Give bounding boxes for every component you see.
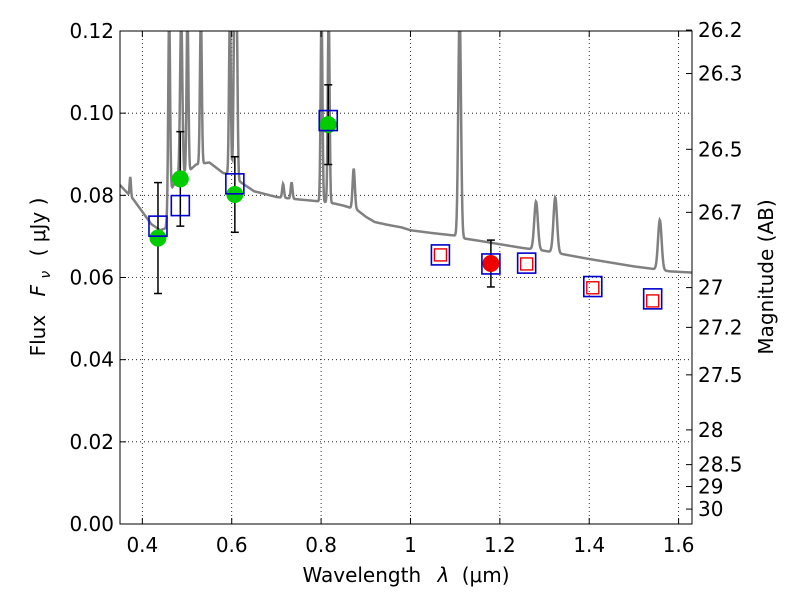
observed-green-point	[319, 116, 337, 134]
x-tick-label: 0.6	[216, 533, 248, 557]
mag-tick-label: 26.2	[698, 18, 743, 42]
mag-tick-label: 26.5	[698, 137, 743, 161]
x-tick-label: 1.4	[573, 533, 605, 557]
x-tick-label: 1.2	[484, 533, 516, 557]
mag-tick-label: 27.5	[698, 363, 743, 387]
x-axis-label-unit: (μm)	[462, 563, 510, 587]
model-blue-squares-point	[225, 173, 245, 195]
x-tick-label: 0.8	[305, 533, 337, 557]
y-tick-label: 0.08	[69, 183, 114, 207]
y-tick-label: 0.10	[69, 101, 114, 125]
observed-green-point	[171, 170, 189, 188]
y-tick-label: 0.02	[69, 430, 114, 454]
model-blue-squares-point	[582, 275, 603, 298]
mag-tick-label: 28.5	[698, 453, 743, 477]
model-spectrum-line	[120, 31, 692, 274]
x-tick-label: 1.6	[663, 533, 695, 557]
mag-tick-label: 26.7	[698, 200, 743, 224]
mag-tick-label: 30	[698, 497, 723, 521]
model-red-squares-point	[519, 257, 534, 271]
model-blue-squares-point	[481, 253, 501, 275]
y-tick-label: 0.12	[69, 19, 114, 43]
x-axis-label: Wavelength λ (μm)	[302, 563, 509, 587]
model-blue-squares-point	[148, 215, 168, 237]
mag-tick-label: 27	[698, 276, 723, 300]
y-axis-label-subscript: ν	[38, 271, 54, 279]
mag-tick-label: 29	[698, 475, 723, 499]
model-blue-squares-point	[318, 109, 339, 132]
model-blue-squares-point	[642, 288, 663, 310]
model-red-squares-point	[645, 294, 660, 308]
y-tick-label: 0.06	[69, 266, 114, 290]
x-tick-label: 1	[404, 533, 417, 557]
y-tick-label: 0.04	[69, 348, 114, 372]
observed-green-point	[149, 229, 167, 247]
y-axis-label: Flux F ν ( μJy )	[26, 198, 55, 357]
model-blue-squares-point	[516, 252, 537, 274]
y2-axis-label: Magnitude (AB)	[754, 199, 778, 354]
x-axis-label-symbol: λ	[437, 563, 450, 587]
mag-tick-label: 27.2	[698, 315, 743, 339]
y-axis-label-unit: ( μJy )	[26, 198, 50, 257]
plot-area	[120, 31, 692, 310]
y-axis-label-prefix: Flux	[26, 315, 50, 357]
x-axis-label-prefix: Wavelength	[302, 563, 421, 587]
mag-tick-label: 26.3	[698, 62, 743, 86]
model-red-squares-point	[433, 248, 448, 262]
x-tick-label: 0.4	[126, 533, 158, 557]
observed-red-point	[482, 255, 500, 273]
model-red-squares-point	[586, 281, 600, 295]
model-blue-squares-point	[170, 194, 191, 217]
model-blue-squares-point	[430, 244, 451, 266]
y-tick-label: 0.00	[69, 512, 114, 536]
y-axis-label-symbol: F	[26, 284, 50, 296]
mag-tick-label: 28	[698, 418, 723, 442]
axis-ticks: 0.4 0.6 0.8 1 1.2 1.4 1.6 0.00 0.02 0.04 0.06 0.08 0…	[69, 18, 742, 557]
